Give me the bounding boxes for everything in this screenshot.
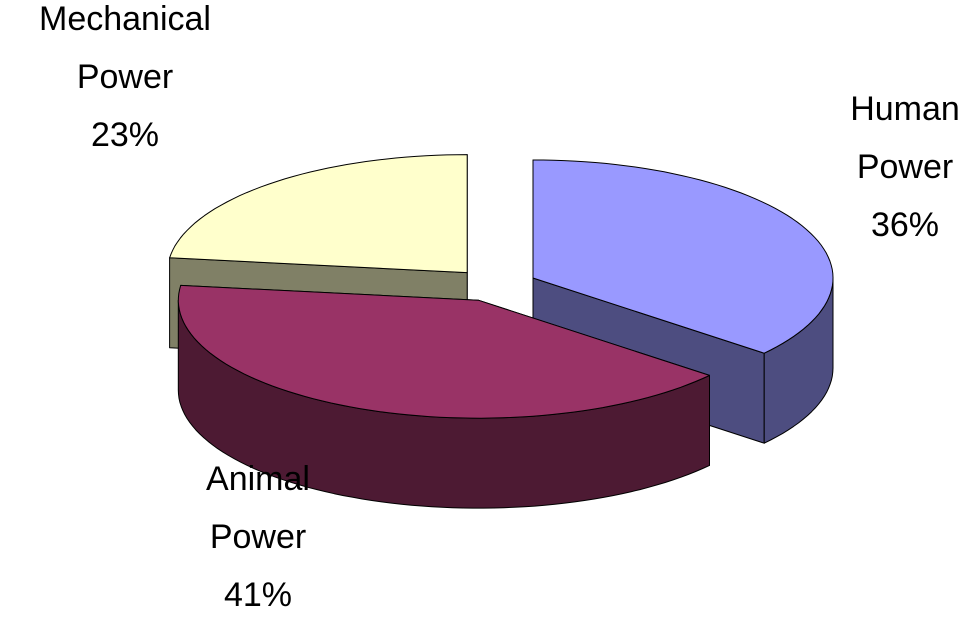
value-label: 36% [871, 206, 939, 244]
slice [532, 159, 834, 354]
value-label: 23% [91, 116, 159, 154]
slice-label: Human Power [850, 90, 960, 186]
slice-label-line: Power [77, 58, 173, 96]
slice-label-line: Mechanical [39, 0, 211, 38]
slice-label-line: Power [210, 518, 306, 556]
slice-label-line: Animal [206, 460, 310, 498]
slice-label-line: Human [850, 90, 960, 128]
slice-label: Animal Power [206, 460, 310, 556]
slice-label-line: Power [857, 148, 953, 186]
value-label: 41% [224, 576, 292, 614]
slice-label: Mechanical Power [39, 0, 211, 96]
slice [169, 154, 468, 274]
slice [177, 284, 710, 419]
